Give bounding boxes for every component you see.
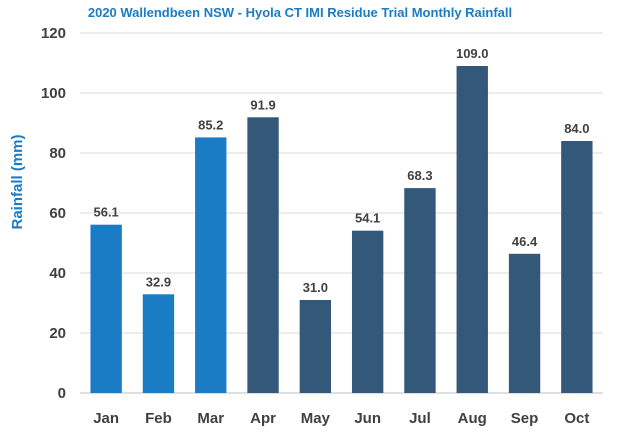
bar-jan — [90, 224, 122, 393]
y-tick-label: 20 — [49, 325, 66, 342]
bar-feb — [142, 294, 175, 393]
x-tick-label: May — [301, 410, 331, 427]
bar-sep — [508, 253, 541, 393]
x-tick-label: Feb — [145, 410, 172, 427]
x-tick-label: Sep — [511, 410, 539, 427]
data-label: 31.0 — [303, 280, 328, 295]
data-label: 84.0 — [564, 121, 589, 136]
x-tick-label: Apr — [250, 410, 276, 427]
data-label: 109.0 — [456, 46, 489, 61]
bar-jul — [404, 188, 436, 393]
data-label: 46.4 — [512, 234, 538, 249]
bar-mar — [195, 137, 227, 393]
data-label: 85.2 — [198, 117, 223, 132]
bar-jun — [351, 230, 384, 393]
x-tick-label: Aug — [458, 410, 487, 427]
x-tick-labels: Jan Feb Mar Apr May Jun Jul Aug Sep Oct — [93, 410, 589, 427]
y-tick-label: 0 — [58, 385, 66, 402]
data-label: 54.1 — [355, 211, 380, 226]
y-tick-label: 40 — [49, 265, 66, 282]
bar-oct — [561, 141, 593, 393]
bar-aug — [456, 66, 488, 393]
y-tick-label: 60 — [49, 205, 66, 222]
data-label: 32.9 — [146, 274, 171, 289]
y-axis-label: Rainfall (mm) — [9, 134, 26, 229]
y-tick-label: 100 — [41, 85, 66, 102]
data-label: 91.9 — [250, 97, 275, 112]
data-labels: 56.1 32.9 85.2 91.9 31.0 54.1 68.3 109.0 46.4 84.… — [93, 46, 589, 295]
y-tick-labels: 0 20 40 60 80 100 120 — [41, 25, 66, 402]
y-tick-label: 80 — [49, 145, 66, 162]
bar-may — [299, 300, 332, 393]
x-tick-label: Jun — [354, 410, 381, 427]
bars — [90, 66, 593, 394]
x-tick-label: Oct — [564, 410, 589, 427]
data-label: 56.1 — [93, 205, 118, 220]
chart-title: 2020 Wallendbeen NSW - Hyola CT IMI Resi… — [88, 5, 512, 20]
data-label: 68.3 — [407, 168, 432, 183]
y-tick-label: 120 — [41, 25, 66, 42]
x-tick-label: Jul — [409, 410, 431, 427]
x-tick-label: Mar — [197, 410, 224, 427]
bar-apr — [247, 117, 279, 394]
x-tick-label: Jan — [93, 410, 119, 427]
